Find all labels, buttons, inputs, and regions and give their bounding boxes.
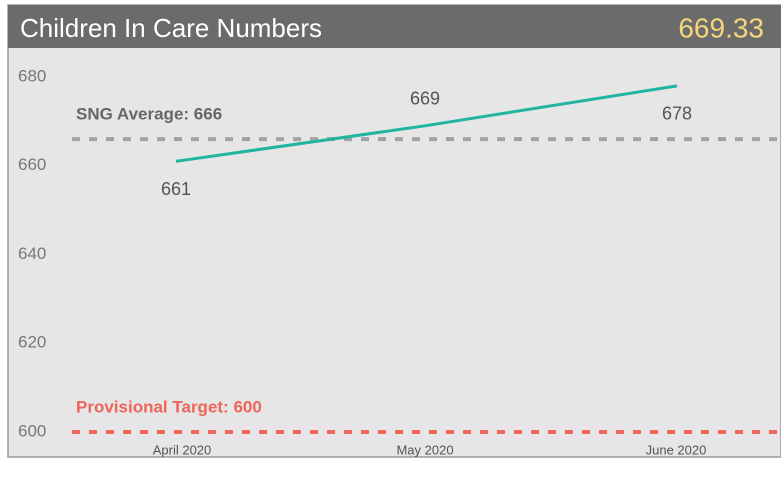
y-tick-label: 620 bbox=[18, 333, 46, 352]
data-label: 678 bbox=[662, 104, 692, 124]
x-tick-label: May 2020 bbox=[396, 442, 453, 457]
kpi-value: 669.33 bbox=[678, 12, 764, 43]
y-tick-label: 600 bbox=[18, 421, 46, 440]
y-tick-label: 680 bbox=[18, 66, 46, 85]
y-tick-label: 640 bbox=[18, 244, 46, 263]
chart-title: Children In Care Numbers bbox=[20, 13, 322, 43]
line-series bbox=[175, 84, 678, 163]
x-tick-label: April 2020 bbox=[153, 442, 212, 457]
data-label: 669 bbox=[410, 89, 440, 109]
y-tick-label: 660 bbox=[18, 155, 46, 174]
reference-label: Provisional Target: 600 bbox=[76, 397, 262, 416]
data-label: 661 bbox=[161, 179, 191, 199]
card bbox=[7, 4, 781, 458]
reference-label: SNG Average: 666 bbox=[76, 105, 222, 124]
header-bar bbox=[8, 5, 781, 48]
x-tick-label: June 2020 bbox=[646, 442, 707, 457]
